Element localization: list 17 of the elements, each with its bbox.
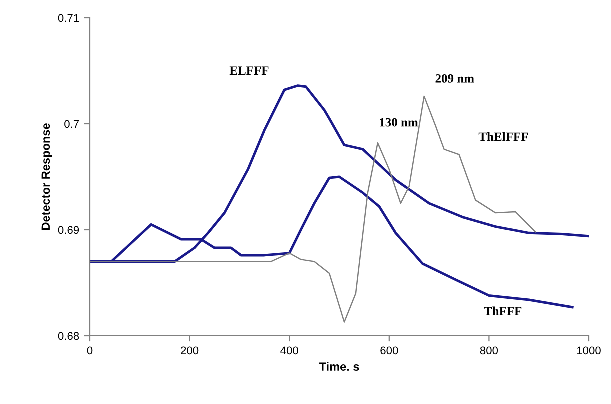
annotation: ThElFFF: [478, 132, 528, 142]
annotation: ThFFF: [484, 306, 522, 316]
y-axis-title: Detector Response: [42, 124, 52, 230]
x-tick-label: 800: [480, 346, 498, 355]
annotation: 209 nm: [436, 74, 474, 83]
y-tick-label: 0.68: [58, 332, 80, 340]
y-tick-label: 0.71: [58, 14, 80, 22]
x-tick-label: 200: [181, 346, 199, 355]
x-tick-label: 400: [280, 346, 298, 355]
y-tick-label: 0.7: [64, 120, 80, 128]
x-tick-label: 1000: [577, 346, 601, 355]
y-tick-label: 0.69: [58, 226, 80, 234]
annotation: ELFFF: [230, 66, 269, 75]
x-tick-label: 600: [380, 346, 398, 355]
annotation: 130 nm: [380, 118, 418, 127]
x-tick-label: 0: [87, 346, 93, 355]
x-axis-title: Time. s: [319, 362, 360, 371]
